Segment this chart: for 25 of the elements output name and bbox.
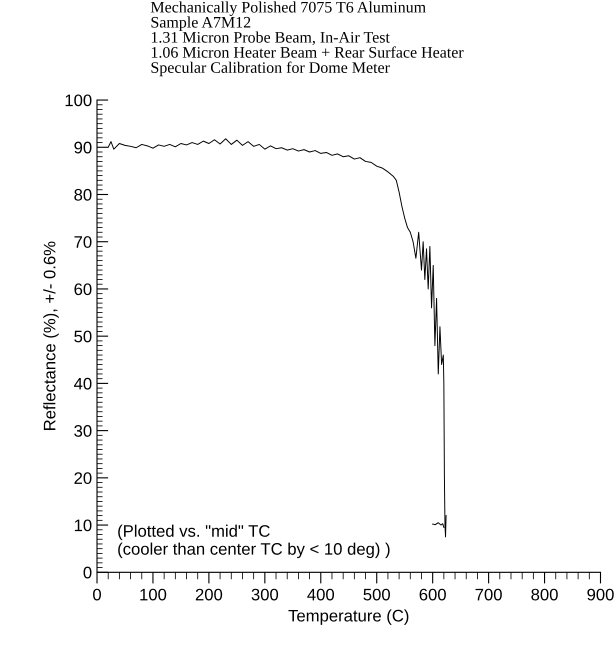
x-tick-label: 900 <box>587 588 614 600</box>
x-tick-label: 400 <box>307 588 334 600</box>
y-tick-label: 70 <box>74 236 92 248</box>
y-tick-label: 90 <box>74 142 92 154</box>
y-tick-label: 30 <box>74 425 92 437</box>
x-tick-label: 800 <box>531 588 558 600</box>
y-tick-label: 60 <box>74 283 92 296</box>
x-tick-label: 300 <box>252 588 278 600</box>
y-axis-title: Reflectance (%), +/- 0.6% <box>43 242 59 430</box>
x-tick-label: 600 <box>420 588 446 600</box>
x-tick-label: 100 <box>140 588 166 600</box>
y-tick-label: 40 <box>74 378 92 390</box>
y-tick-label: 80 <box>74 188 92 201</box>
annotation: (Plotted vs. "mid" TC (cooler than center TC by < 10 deg) ) <box>118 524 390 558</box>
x-axis-title: Temperature (C) <box>288 609 408 625</box>
x-tick-label: 200 <box>196 588 222 600</box>
y-tick-label: 10 <box>74 519 92 532</box>
x-tick-label: 500 <box>363 588 390 600</box>
y-tick-label: 0 <box>84 566 92 578</box>
x-tick-label: 700 <box>476 588 502 600</box>
y-tick-label: 100 <box>66 94 92 106</box>
y-tick-label: 50 <box>74 330 92 342</box>
chart-title: Mechanically Polished 7075 T6 Aluminum Sample A7M12 1.31 Micron Probe Beam, In-Air Test 1.06 Micron Heater Beam + Rear Surface Heater Specular Calibration for Dome Meter <box>150 1 464 76</box>
y-tick-label: 20 <box>74 472 92 484</box>
x-tick-label: 0 <box>93 588 101 600</box>
